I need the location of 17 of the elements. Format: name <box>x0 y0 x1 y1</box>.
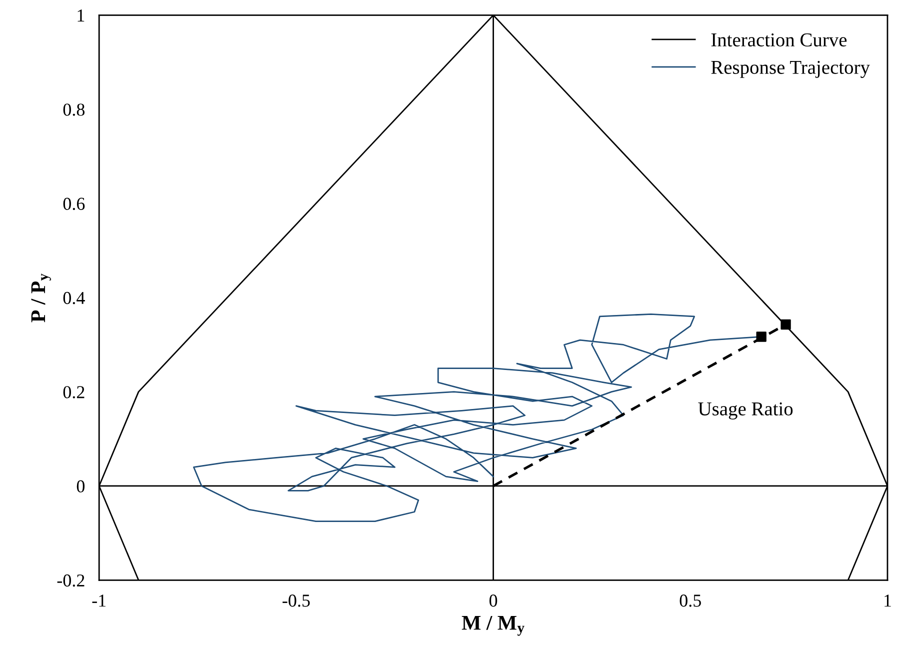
y-tick-label: -0.2 <box>57 574 84 587</box>
y-axis-title: P / P$_{y}$ <box>31 274 52 322</box>
legend-label: Response Trajectory <box>711 60 870 78</box>
annotation: Usage Ratio <box>698 402 793 420</box>
y-tick-label: 0 <box>76 480 85 492</box>
y-tick-label: 0.8 <box>63 104 85 116</box>
legend-label: Interaction Curve <box>711 33 847 46</box>
y-tick-label: 0.6 <box>63 198 85 210</box>
y-tick-label: 0.2 <box>63 386 84 398</box>
x-tick-label: 0 <box>489 594 498 607</box>
y-tick-label: 0.4 <box>63 292 85 304</box>
x-tick-label: -1 <box>92 594 106 607</box>
x-tick-label: 0.5 <box>680 594 701 607</box>
x-axis-title: M / M$_{y}$ <box>462 616 524 636</box>
x-tick-label: 1 <box>884 594 891 607</box>
x-tick-label: -0.5 <box>282 594 310 607</box>
y-tick-label: 1 <box>78 10 84 22</box>
